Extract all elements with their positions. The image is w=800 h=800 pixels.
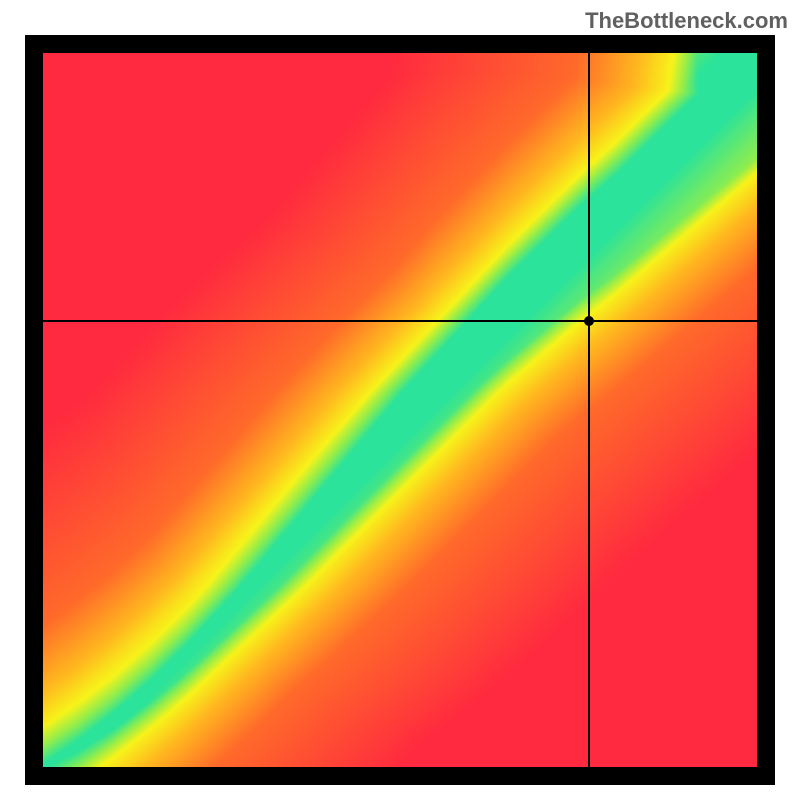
heatmap-canvas: [43, 53, 757, 767]
bottleneck-heatmap-chart: [25, 35, 775, 785]
crosshair-marker: [584, 316, 594, 326]
crosshair-horizontal: [43, 320, 757, 322]
attribution-text: TheBottleneck.com: [585, 8, 788, 34]
crosshair-vertical: [588, 53, 590, 767]
